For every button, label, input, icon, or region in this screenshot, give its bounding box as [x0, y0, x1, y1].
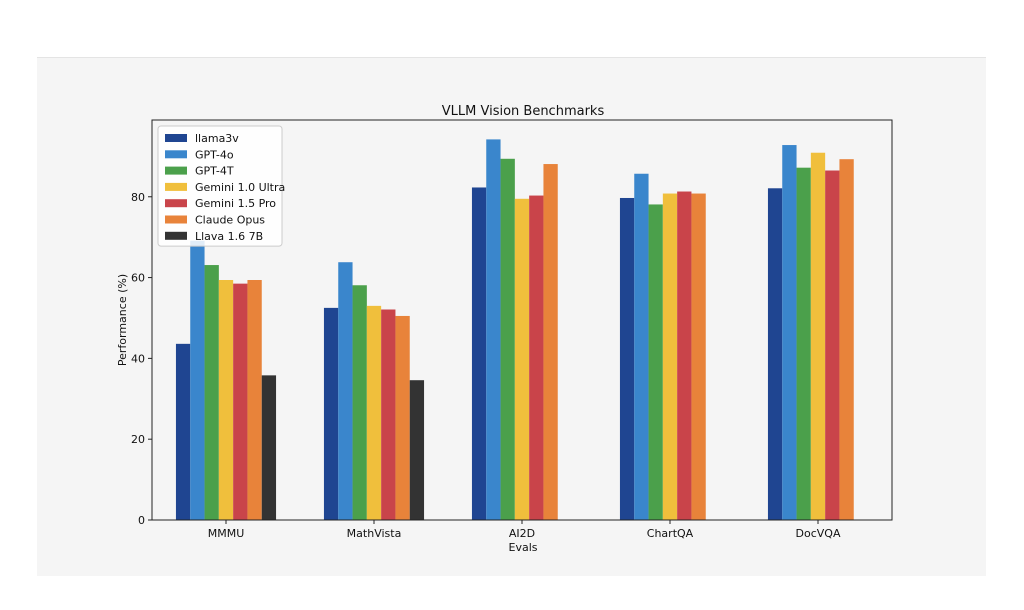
bar-docvqa-gpt-4o [782, 145, 797, 520]
bar-mmmu-gemini-1-5-pro [233, 283, 248, 520]
bar-ai2d-gpt-4t [500, 158, 515, 520]
y-axis-label: Performance (%) [116, 274, 129, 366]
bar-chartqa-gemini-1-5-pro [677, 191, 692, 521]
bar-mmmu-gpt-4o [190, 240, 205, 520]
y-axis: 0 20 40 60 80 [131, 191, 152, 527]
bar-docvqa-claude-opus [839, 159, 854, 520]
legend-swatch [165, 166, 187, 175]
bars-layer [175, 139, 854, 521]
bar-ai2d-llama3v [471, 187, 487, 521]
bar-mathvista-gemini-1-5-pro [381, 309, 396, 520]
bar-chartqa-gemini-1-0-ultra [662, 193, 678, 521]
legend-swatch [165, 199, 187, 208]
bar-docvqa-gpt-4t [796, 167, 811, 520]
bar-mathvista-gemini-1-0-ultra [366, 305, 382, 520]
bar-chartqa-claude-opus [691, 193, 706, 521]
bar-mathvista-llama3v [323, 307, 339, 520]
y-tick-label: 0 [138, 514, 145, 527]
legend-label: Gemini 1.5 Pro [195, 197, 276, 210]
legend-swatch [165, 150, 187, 159]
legend-swatch [165, 182, 187, 191]
bar-chartqa-llama3v [619, 197, 635, 520]
legend-label: Claude Opus [195, 214, 265, 227]
bar-docvqa-gemini-1-5-pro [825, 170, 840, 520]
x-tick-label-docvqa: DocVQA [796, 527, 841, 540]
x-tick-label-mmmu: MMMU [208, 527, 245, 540]
bar-chartqa-gpt-4t [648, 204, 663, 520]
bar-mmmu-claude-opus [247, 280, 262, 520]
bar-docvqa-llama3v [767, 188, 783, 520]
x-tick-label-chartqa: ChartQA [647, 527, 694, 540]
y-tick-label: 60 [131, 272, 145, 285]
y-tick-label: 80 [131, 191, 145, 204]
x-axis-label: Evals [509, 541, 538, 554]
legend-swatch [165, 231, 187, 240]
bar-mathvista-claude-opus [395, 315, 410, 520]
y-tick-label: 20 [131, 433, 145, 446]
legend-label: GPT-4o [195, 148, 234, 161]
x-axis: MMMU MathVista AI2D ChartQA DocVQA [208, 520, 841, 540]
bar-ai2d-gemini-1-5-pro [529, 195, 544, 521]
bar-ai2d-gpt-4o [486, 139, 501, 521]
chart-figure: VLLM Vision Benchmarks 0 20 40 60 80 MMMU Mat… [37, 57, 986, 576]
bar-mathvista-gpt-4t [352, 285, 367, 520]
y-tick-label: 40 [131, 352, 145, 365]
chart-svg: VLLM Vision Benchmarks 0 20 40 60 80 MMMU Mat… [116, 104, 893, 554]
legend-box [157, 125, 283, 247]
bar-mmmu-llama3v [175, 343, 191, 520]
bar-mmmu-gemini-1-0-ultra [218, 280, 234, 520]
legend-swatch [165, 215, 187, 224]
x-tick-label-ai2d: AI2D [509, 527, 535, 540]
legend-label: GPT-4T [195, 165, 234, 178]
bar-mmmu-llava-1-6-7b [261, 375, 277, 520]
bar-mathvista-gpt-4o [338, 262, 353, 520]
legend-label: Gemini 1.0 Ultra [195, 181, 285, 194]
legend-label: llama3v [195, 132, 239, 145]
bar-ai2d-claude-opus [543, 164, 558, 520]
bar-chartqa-gpt-4o [634, 173, 649, 520]
legend-label: Llava 1.6 7B [195, 230, 263, 243]
chart-title: VLLM Vision Benchmarks [442, 104, 605, 119]
x-tick-label-mathvista: MathVista [347, 527, 402, 540]
bar-mathvista-llava-1-6-7b [409, 380, 425, 520]
legend: llama3v GPT-4o GPT-4T Gemini 1.0 Ultra Gemin… [157, 125, 285, 247]
legend-swatch [165, 134, 187, 142]
bar-mmmu-gpt-4t [204, 265, 219, 520]
bar-ai2d-gemini-1-0-ultra [514, 198, 530, 520]
bar-docvqa-gemini-1-0-ultra [810, 152, 826, 520]
